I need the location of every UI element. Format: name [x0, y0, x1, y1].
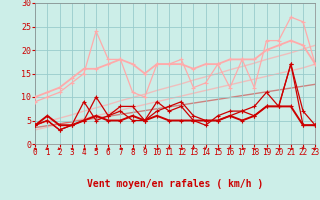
X-axis label: Vent moyen/en rafales ( km/h ): Vent moyen/en rafales ( km/h ) — [87, 179, 263, 189]
